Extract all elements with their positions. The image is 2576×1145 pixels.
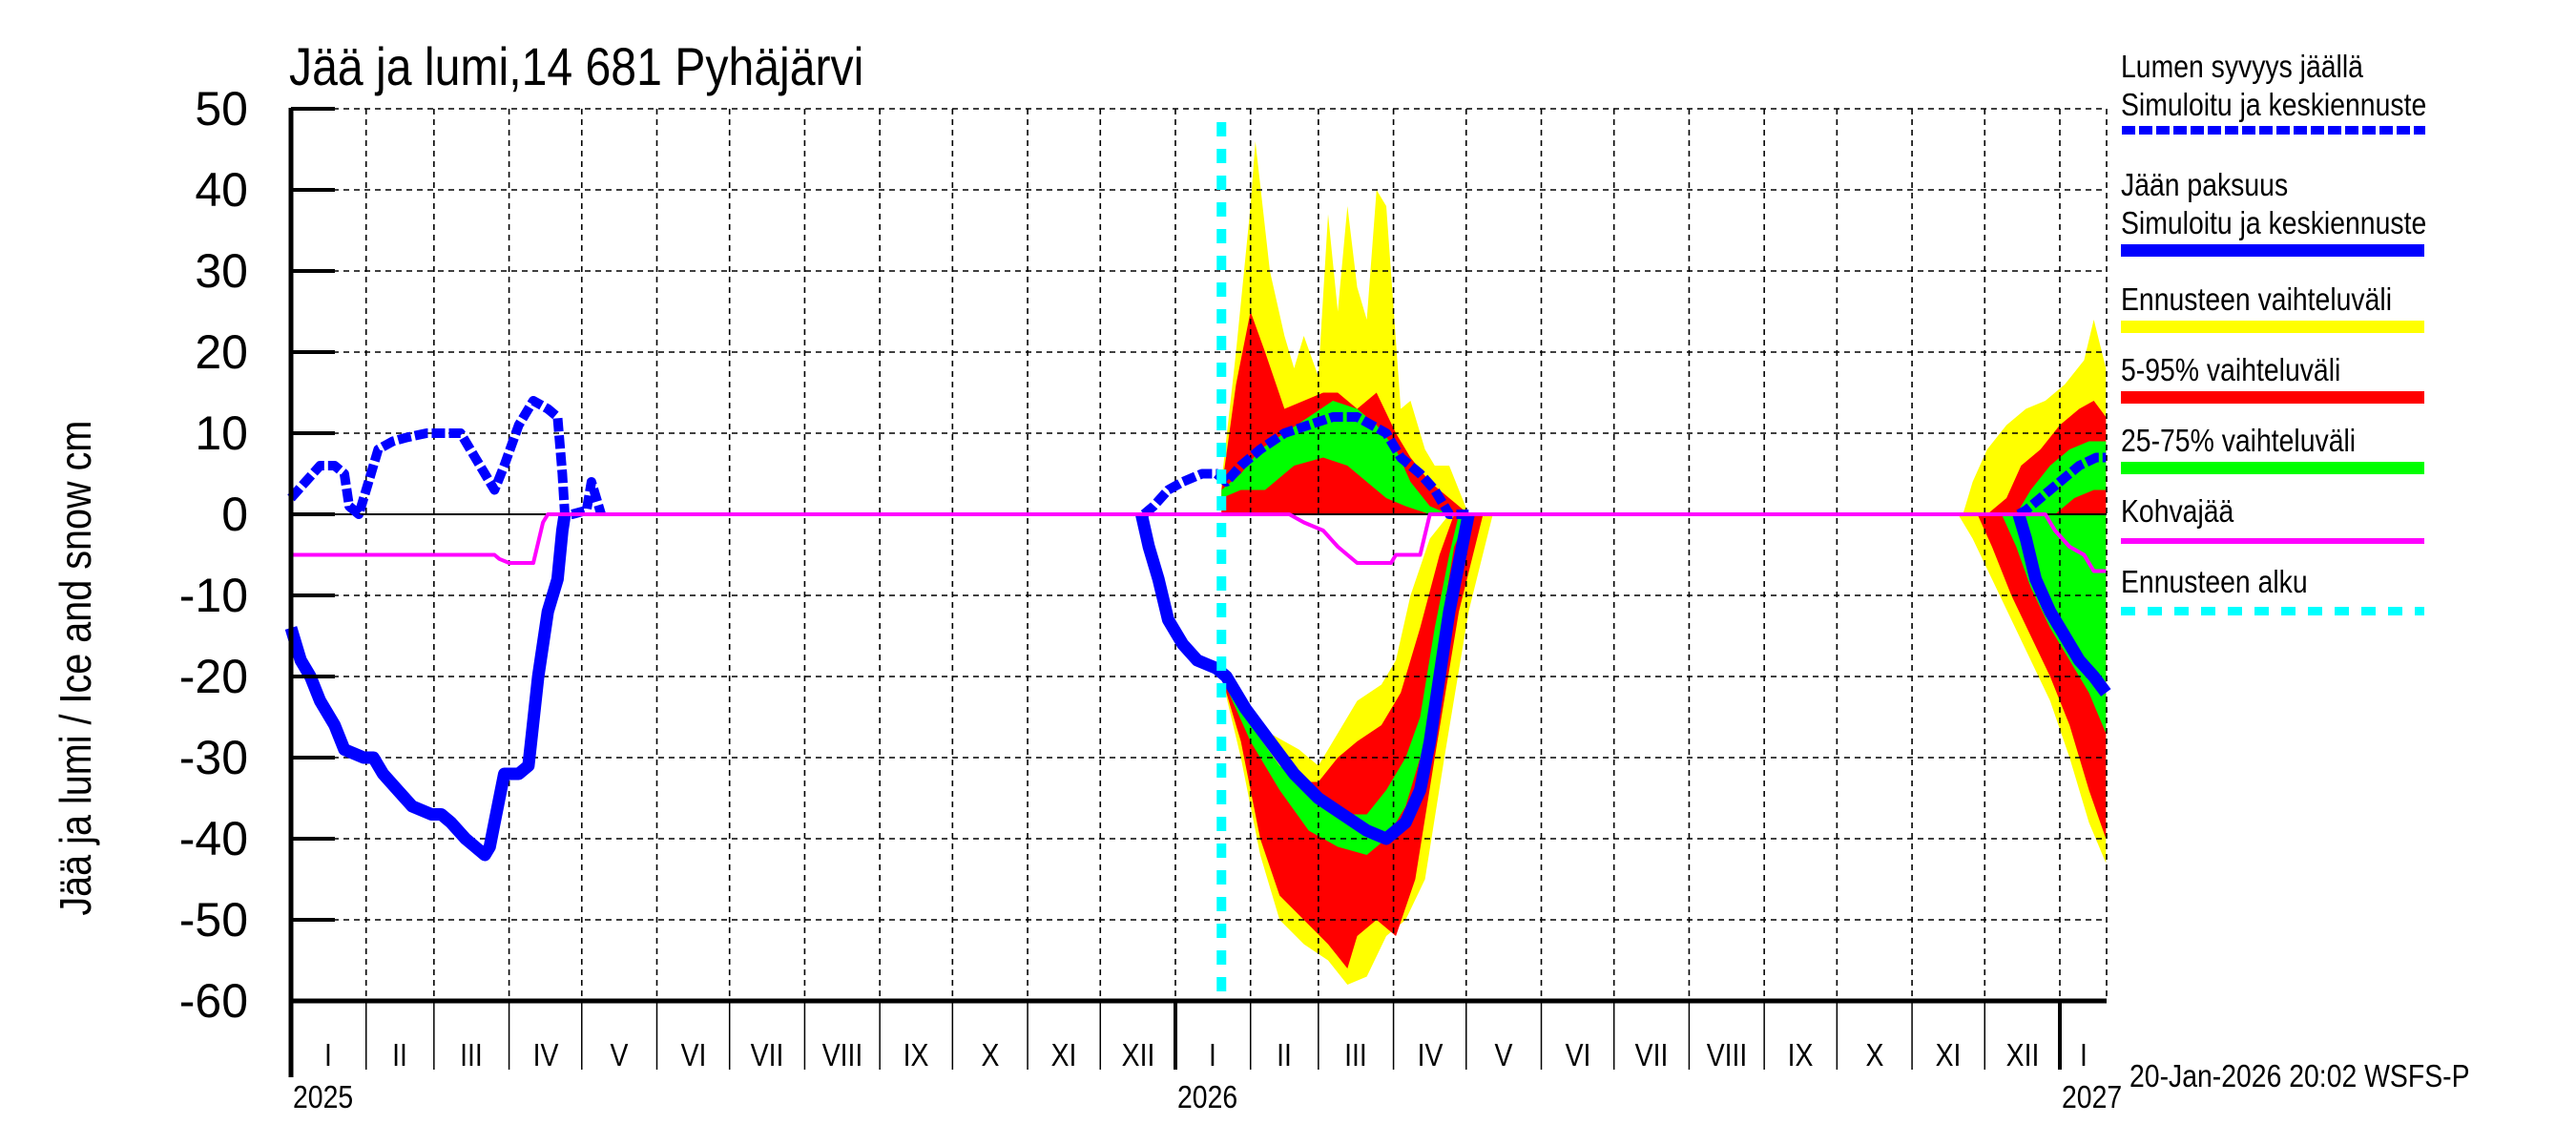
grid-lines <box>291 108 2108 1001</box>
x-month-label: I <box>324 1037 333 1072</box>
timestamp: 20-Jan-2026 20:02 WSFS-P <box>2129 1058 2470 1093</box>
y-tick-label: -30 <box>178 731 248 784</box>
legend-swatch-red <box>2121 391 2424 404</box>
legend-item-snow-depth: Lumen syvyys jäällä Simuloitu ja keskien… <box>2121 48 2560 139</box>
legend-item-5-95: 5-95% vaihteluväli <box>2121 336 2560 406</box>
legend-swatch-magenta <box>2121 538 2424 544</box>
legend-item-forecast-start: Ennusteen alku <box>2121 548 2560 618</box>
y-tick-label: 10 <box>195 406 248 460</box>
legend-sublabel: Simuloitu ja keskiennuste <box>2121 205 2427 240</box>
x-month-label: V <box>610 1037 629 1072</box>
legend-swatch-solid-blue <box>2121 244 2424 257</box>
x-month-label: IX <box>903 1037 929 1072</box>
y-tick-label: -50 <box>178 893 248 947</box>
x-year-label: 2026 <box>1177 1079 1238 1114</box>
legend-label: Lumen syvyys jäällä <box>2121 49 2363 84</box>
legend-item-forecast-range: Ennusteen vaihteluväli <box>2121 265 2560 336</box>
legend-label: Ennusteen alku <box>2121 564 2308 599</box>
legend-swatch-green <box>2121 462 2424 474</box>
y-tick-label: -20 <box>178 650 248 703</box>
x-month-label: I <box>1209 1037 1217 1072</box>
legend-swatch-yellow <box>2121 321 2424 333</box>
data-lines <box>284 122 2111 1001</box>
x-month-label: II <box>1277 1037 1293 1072</box>
x-month-label: IX <box>1787 1037 1814 1072</box>
y-tick-label: -10 <box>178 569 248 622</box>
legend-swatch-dashed-blue <box>2122 126 2425 135</box>
forecast-band <box>1221 514 1484 968</box>
legend: Lumen syvyys jäällä Simuloitu ja keskien… <box>2121 48 2560 618</box>
x-month-label: X <box>1865 1037 1884 1072</box>
y-tick-label: 0 <box>221 488 248 541</box>
legend-swatch-dotted-cyan <box>2121 607 2424 615</box>
chart-title: Jää ja lumi,14 681 Pyhäjärvi <box>289 36 864 96</box>
x-month-label: VI <box>680 1037 707 1072</box>
x-month-label: I <box>2080 1037 2088 1072</box>
legend-sublabel: Simuloitu ja keskiennuste <box>2121 87 2427 122</box>
legend-item-slush-ice: Kohvajää <box>2121 477 2560 548</box>
x-month-label: VII <box>750 1037 784 1072</box>
x-month-label: VIII <box>821 1037 863 1072</box>
forecast-band <box>1221 401 1449 514</box>
axes <box>288 107 2107 1077</box>
x-month-label: III <box>460 1037 484 1072</box>
legend-label: Jään paksuus <box>2121 167 2289 202</box>
legend-label: 25-75% vaihteluväli <box>2121 423 2357 458</box>
series-line <box>291 512 2107 573</box>
legend-item-ice-thickness: Jään paksuus Simuloitu ja keskiennuste <box>2121 139 2560 265</box>
series-line <box>284 513 571 862</box>
x-month-label: VII <box>1634 1037 1669 1072</box>
legend-item-25-75: 25-75% vaihteluväli <box>2121 406 2560 477</box>
x-month-label: XII <box>2005 1037 2039 1072</box>
x-month-label: VI <box>1565 1037 1591 1072</box>
legend-label: Kohvajää <box>2121 493 2234 529</box>
x-month-label: III <box>1344 1037 1368 1072</box>
x-month-label: IV <box>532 1037 559 1072</box>
x-month-label: VIII <box>1706 1037 1748 1072</box>
forecast-bands <box>1221 141 2107 985</box>
series-line <box>287 396 606 519</box>
y-tick-label: 30 <box>195 244 248 298</box>
series-line <box>1140 412 1469 519</box>
x-month-label: XII <box>1121 1037 1154 1072</box>
legend-label: 5-95% vaihteluväli <box>2121 352 2341 387</box>
x-month-label: X <box>981 1037 1000 1072</box>
y-tick-label: 20 <box>195 325 248 379</box>
legend-label: Ennusteen vaihteluväli <box>2121 281 2393 317</box>
y-tick-label: 40 <box>195 163 248 217</box>
x-year-label: 2025 <box>293 1079 354 1114</box>
y-axis-label-text: Jää ja lumi / Ice and snow cm <box>51 420 100 916</box>
series-line <box>2016 452 2107 519</box>
x-month-label: XI <box>1050 1037 1077 1072</box>
forecast-band <box>1221 514 1469 855</box>
y-tick-label: -40 <box>178 812 248 865</box>
x-year-label: 2027 <box>2062 1079 2123 1114</box>
x-month-label: V <box>1494 1037 1513 1072</box>
x-month-label: XI <box>1935 1037 1962 1072</box>
series-line <box>1135 512 1475 845</box>
series-line <box>2012 512 2111 697</box>
x-month-label: IV <box>1417 1037 1444 1072</box>
y-tick-label: -60 <box>178 974 248 1028</box>
y-tick-label: 50 <box>195 82 248 135</box>
x-month-label: II <box>392 1037 408 1072</box>
